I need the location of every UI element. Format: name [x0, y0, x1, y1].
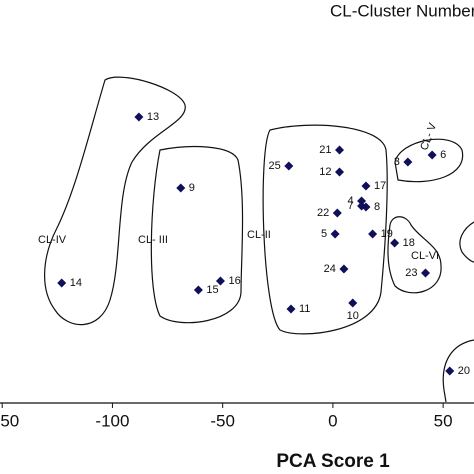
- x-tick-label: -100: [95, 411, 129, 430]
- chart-title: CL-Cluster Number: [330, 1, 474, 20]
- x-tick-label: 50: [434, 411, 453, 430]
- cluster-label: CL- V: [418, 121, 439, 152]
- point: [361, 202, 371, 212]
- cluster-outline: [387, 216, 442, 294]
- point: [335, 145, 345, 155]
- cluster-outline: [394, 138, 464, 183]
- x-tick-label: 0: [328, 411, 337, 430]
- point-label: 5: [321, 228, 327, 240]
- point: [134, 112, 144, 122]
- point: [339, 264, 349, 274]
- point-label: 21: [319, 144, 331, 156]
- cluster-outline: [442, 339, 474, 403]
- point: [330, 229, 340, 239]
- point: [390, 238, 400, 248]
- point-label: 11: [299, 303, 310, 315]
- point-label: 7: [347, 200, 353, 212]
- point-label: 3: [394, 156, 400, 168]
- point-label: 23: [405, 267, 417, 279]
- point-label: 6: [440, 149, 446, 161]
- point-label: 8: [374, 201, 380, 213]
- cluster-label: CL- III: [138, 234, 168, 246]
- cluster-label: CL-VI: [411, 250, 439, 262]
- point-label: 19: [381, 228, 393, 240]
- point: [420, 268, 430, 278]
- x-tick-label: -50: [210, 411, 235, 430]
- point: [403, 157, 413, 167]
- point-label: 9: [189, 182, 195, 194]
- point-label: 24: [324, 263, 336, 275]
- point: [361, 181, 371, 191]
- point-label: 22: [317, 207, 329, 219]
- point: [193, 285, 203, 295]
- x-axis-title: PCA Score 1: [276, 451, 390, 472]
- point: [427, 150, 437, 160]
- point: [286, 304, 296, 314]
- point-label: 16: [228, 275, 240, 287]
- point: [215, 276, 225, 286]
- cluster-outline: [44, 76, 186, 326]
- point: [357, 196, 367, 206]
- point-label: 10: [347, 310, 359, 322]
- point-label: 13: [147, 111, 159, 123]
- point-label: 20: [458, 365, 470, 377]
- point: [348, 298, 358, 308]
- point: [57, 278, 67, 288]
- point-label: 12: [319, 166, 331, 178]
- point-label: 15: [206, 284, 218, 296]
- x-tick-label: -150: [0, 411, 19, 430]
- point: [368, 229, 378, 239]
- point-label: 17: [374, 180, 386, 192]
- cluster-outline: [262, 124, 388, 335]
- cluster-outline: [150, 146, 244, 324]
- point: [335, 167, 345, 177]
- cluster-label: CL-IV: [38, 234, 67, 246]
- point: [332, 208, 342, 218]
- point-label: 4: [347, 195, 353, 207]
- cluster-label: CL-II: [247, 229, 271, 241]
- point-label: 18: [403, 237, 415, 249]
- point-label: 14: [70, 277, 82, 289]
- point-label: 25: [269, 160, 281, 172]
- point: [176, 183, 186, 193]
- point: [284, 161, 294, 171]
- point: [445, 366, 455, 376]
- cluster-outline: [459, 221, 474, 263]
